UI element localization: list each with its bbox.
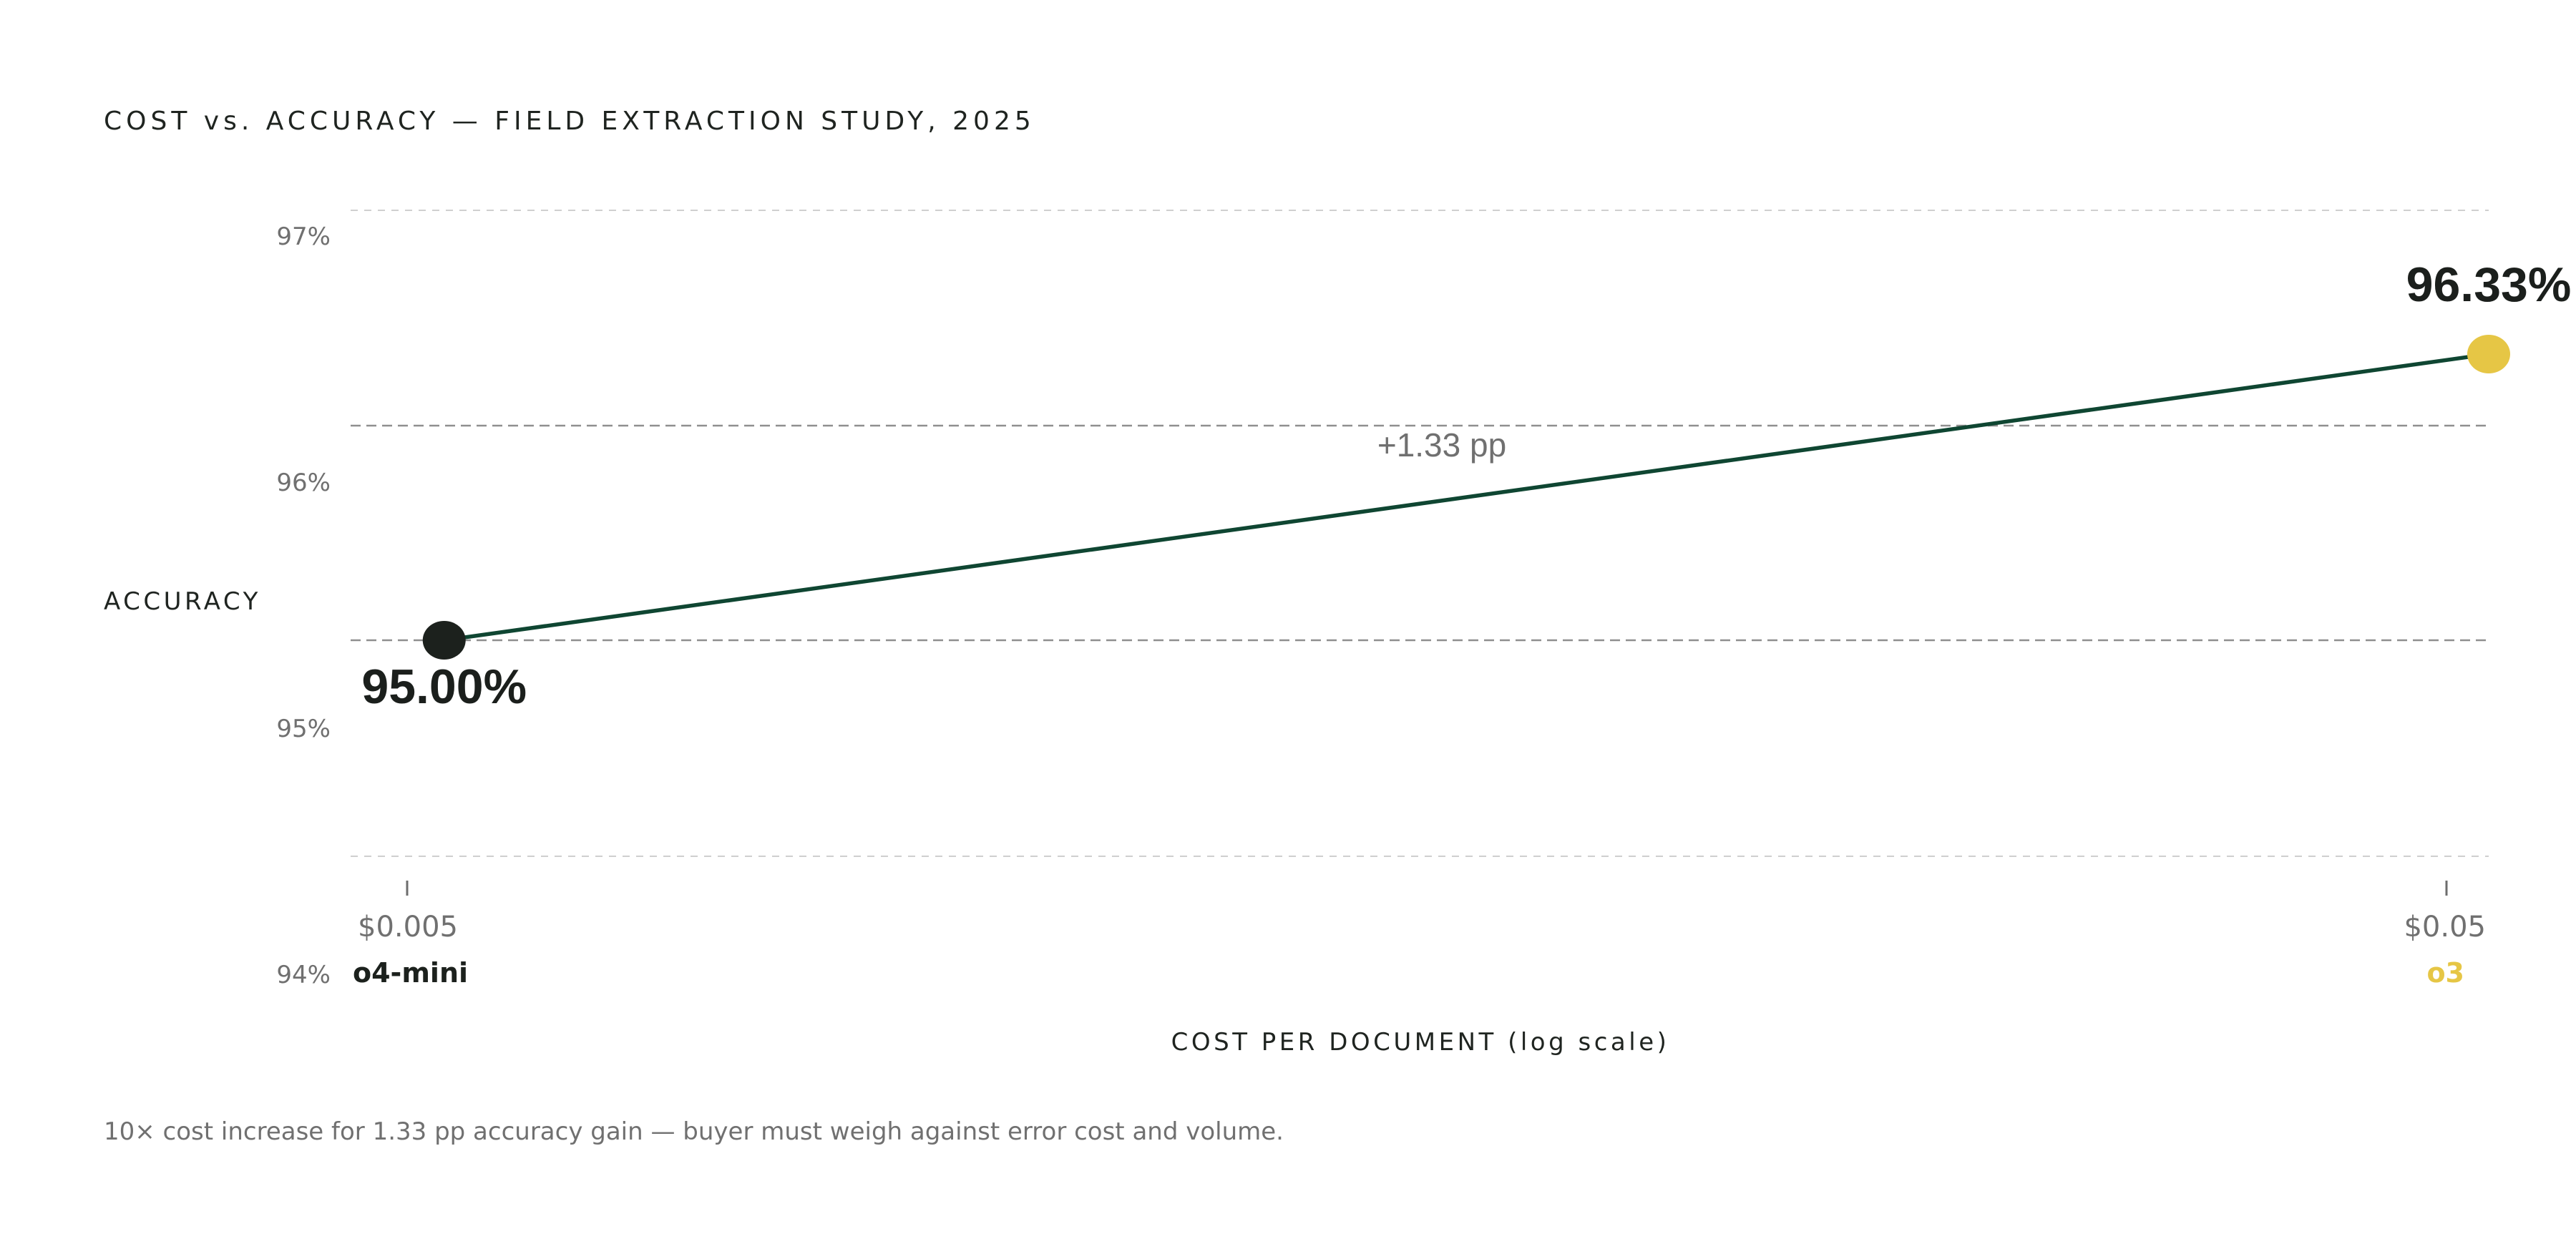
y-tick-label: 96% xyxy=(276,469,331,497)
model-label-o3: o3 xyxy=(2426,957,2464,989)
connector-line xyxy=(441,352,2491,642)
y-tick-label: 94% xyxy=(276,961,331,989)
x-axis: $0.005 $0.05 o4-mini o3 xyxy=(353,881,2486,989)
value-label-o4-mini: 95.00% xyxy=(361,660,527,714)
y-tick-label: 97% xyxy=(276,222,331,251)
data-point-o4-mini xyxy=(422,621,466,660)
chart-title: COST vs. ACCURACY — FIELD EXTRACTION STU… xyxy=(104,107,1035,136)
plot-grid xyxy=(351,210,2489,857)
chart-footnote: 10× cost increase for 1.33 pp accuracy g… xyxy=(104,1117,1284,1146)
y-axis-ticks: 97% 96% 95% 94% xyxy=(276,222,331,989)
x-tick-label: $0.005 xyxy=(358,911,458,944)
model-label-o4-mini: o4-mini xyxy=(353,957,468,989)
y-tick-label: 95% xyxy=(276,715,331,743)
x-axis-label: COST PER DOCUMENT (log scale) xyxy=(1171,1028,1670,1057)
data-point-o3 xyxy=(2467,335,2510,373)
x-tick-label: $0.05 xyxy=(2404,911,2486,944)
y-axis-label: ACCURACY xyxy=(104,587,261,616)
delta-annotation: +1.33 pp xyxy=(1377,426,1506,464)
value-label-o3: 96.33% xyxy=(2406,258,2572,312)
